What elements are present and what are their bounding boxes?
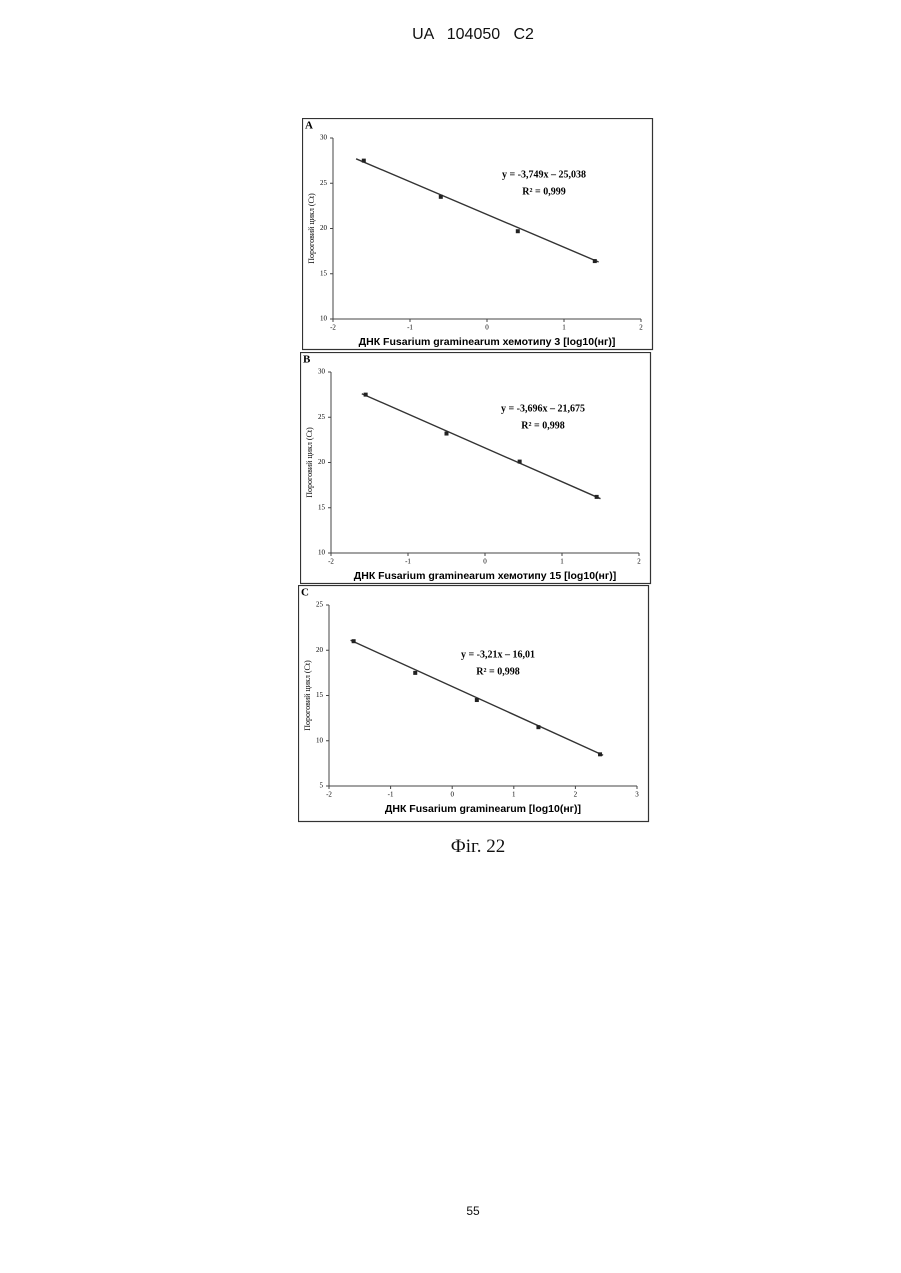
- panel-label: A: [305, 120, 313, 132]
- chart-panel: 10 15 20 25 30 -2 -1 0 1 2 A Пороговий цикл (Ct) ДНК…: [302, 118, 654, 351]
- y-tick-label: 15: [316, 691, 324, 699]
- x-tick-label: 1: [562, 324, 566, 332]
- panel-frame: [301, 353, 651, 584]
- caption: Фіг. 22: [0, 836, 901, 858]
- header: UA 104050 C2: [0, 26, 901, 44]
- data-point: [445, 432, 449, 436]
- panel-label: B: [303, 354, 311, 366]
- y-tick-label: 20: [318, 458, 326, 466]
- x-axis-label: ДНК Fusarium graminearum хемотипу 15 [lo…: [354, 570, 617, 582]
- data-point: [595, 495, 599, 499]
- data-point: [364, 393, 368, 397]
- equation: y = -3,21x – 16,01: [461, 649, 535, 660]
- y-tick-label: 10: [316, 736, 324, 744]
- x-tick-label: 1: [512, 791, 516, 799]
- data-point: [475, 698, 479, 702]
- data-point: [439, 195, 443, 199]
- data-point: [362, 159, 366, 163]
- y-tick-label: 25: [316, 601, 324, 609]
- x-tick-label: 0: [485, 324, 489, 332]
- x-axis-label: ДНК Fusarium graminearum [log10(нг)]: [385, 803, 581, 815]
- equation: y = -3,749x – 25,038: [502, 169, 586, 180]
- y-tick-label: 5: [320, 782, 324, 790]
- x-tick-label: -2: [330, 324, 336, 332]
- data-point: [536, 725, 540, 729]
- y-tick-label: 10: [318, 549, 326, 557]
- y-axis-label: Пороговий цикл (Ct): [307, 193, 316, 264]
- y-axis-label: Пороговий цикл (Ct): [305, 427, 314, 498]
- x-tick-label: 2: [639, 324, 643, 332]
- equation: y = -3,696x – 21,675: [501, 403, 585, 414]
- page: UA 104050 C2 1015202530-2-1012AПороговий…: [0, 0, 901, 1273]
- y-tick-label: 10: [320, 315, 328, 323]
- y-tick-label: 15: [318, 503, 326, 511]
- x-tick-label: -2: [328, 558, 334, 566]
- data-point: [413, 671, 417, 675]
- x-tick-label: -1: [407, 324, 413, 332]
- y-axis-label: Пороговий цикл (Ct): [303, 660, 312, 731]
- y-tick-label: 20: [316, 646, 324, 654]
- x-tick-label: 0: [483, 558, 487, 566]
- y-tick-label: 30: [318, 368, 326, 376]
- r-squared: R² = 0,998: [521, 420, 564, 431]
- data-point: [352, 639, 356, 643]
- x-tick-label: -1: [388, 791, 394, 799]
- x-tick-label: -1: [405, 558, 411, 566]
- panel-frame: [303, 119, 653, 350]
- x-tick-label: 2: [574, 791, 578, 799]
- x-tick-label: 1: [560, 558, 564, 566]
- x-axis-label: ДНК Fusarium graminearum хемотипу 3 [log…: [359, 336, 616, 348]
- y-tick-label: 25: [318, 413, 326, 421]
- x-tick-label: -2: [326, 791, 332, 799]
- x-tick-label: 0: [450, 791, 454, 799]
- y-tick-label: 30: [320, 134, 328, 142]
- r-squared: R² = 0,998: [476, 666, 519, 677]
- chart-panel: 5 10 15 20 25 -2 -1 0 1 2 3 C Пороговий цикл (Ct) ДНК…: [298, 585, 650, 823]
- panel-label: C: [301, 587, 309, 599]
- page-number: 55: [0, 1204, 901, 1218]
- data-point: [518, 460, 522, 464]
- data-point: [593, 259, 597, 263]
- x-tick-label: 3: [635, 791, 639, 799]
- data-point: [598, 752, 602, 756]
- data-point: [516, 229, 520, 233]
- r-squared: R² = 0,999: [522, 186, 565, 197]
- x-tick-label: 2: [637, 558, 641, 566]
- chart-panel: 10 15 20 25 30 -2 -1 0 1 2 B Пороговий цикл (Ct) ДНК…: [300, 352, 652, 585]
- y-tick-label: 25: [320, 179, 328, 187]
- y-tick-label: 20: [320, 224, 328, 232]
- y-tick-label: 15: [320, 269, 328, 277]
